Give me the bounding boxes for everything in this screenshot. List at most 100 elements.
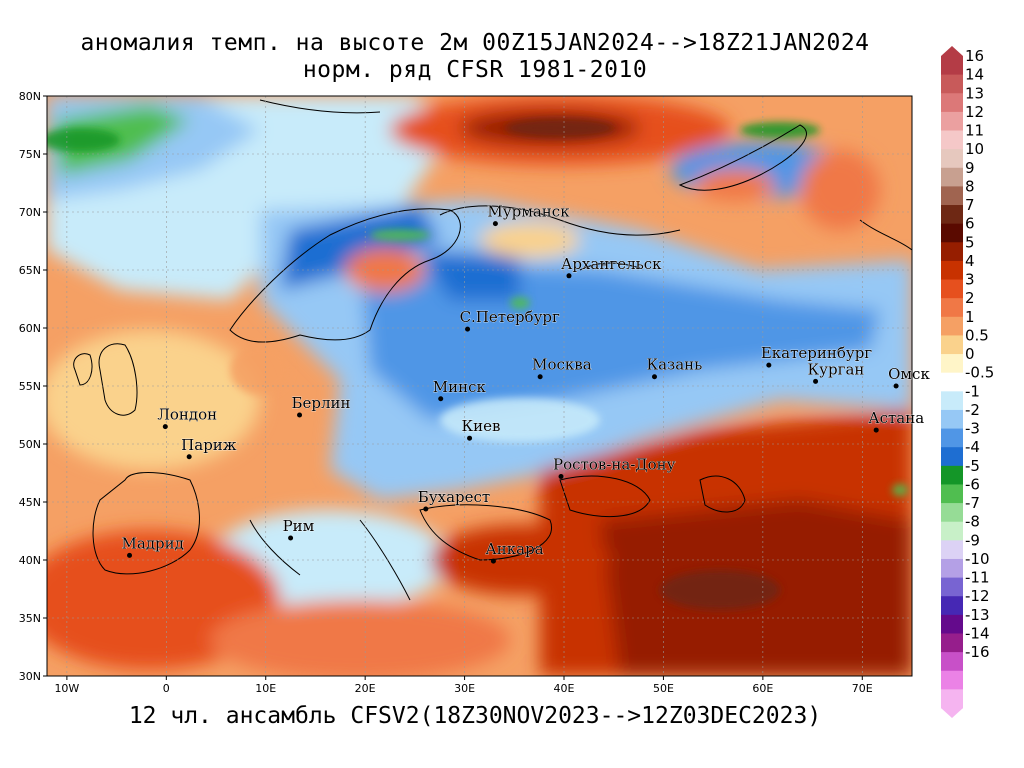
graticule [47,96,912,676]
city-label: Екатеринбург [761,344,872,362]
lon-tick-label: 30E [454,682,475,695]
colorbar-label: -2 [965,401,980,419]
colorbar-top-arrow [941,46,963,56]
colorbar-swatch [941,242,963,262]
colorbar-swatch [941,111,963,132]
colorbar-label: -9 [965,531,980,549]
city-label: С.Петербург [460,308,560,326]
colorbar-label: -11 [965,569,990,587]
colorbar-swatch [941,186,963,206]
colorbar-swatch [941,74,963,94]
colorbar-swatch [941,130,963,150]
colorbar-label: 0.5 [965,326,989,344]
colorbar: 1614131211109876543210.50-0.5-1-2-3-4-5-… [941,46,994,718]
colorbar-swatch [941,652,963,672]
colorbar-swatch [941,428,963,448]
colorbar-label: -14 [965,624,990,642]
colorbar-swatch [941,614,963,634]
lat-tick-label: 60N [19,322,41,335]
anomaly-field [47,96,912,676]
colorbar-swatch [941,223,963,243]
lon-tick-label: 70E [852,682,873,695]
city-label: Москва [532,356,592,374]
colorbar-swatch [941,577,963,597]
lon-tick-label: 50E [653,682,674,695]
lon-tick-label: 20E [355,682,376,695]
city-dot [566,273,572,279]
city-dot [162,424,168,430]
map-subtitle-normals: норм. ряд CFSR 1981-2010 [302,57,648,83]
map-title: аномалия темп. на высоте 2м 00Z15JAN2024… [80,30,870,56]
city-dot [766,362,772,368]
colorbar-label: 13 [965,84,984,102]
longitude-axis: 10W 0 10E 20E 30E 40E 50E 60E 70E [54,676,873,695]
city-dot [288,535,294,541]
colorbar-label: -10 [965,550,990,568]
city-dot [537,374,543,380]
city-label: Архангельск [561,255,662,273]
city-label: Киев [462,417,501,435]
city-label: Анкара [485,540,543,558]
colorbar-swatch [941,167,963,187]
lon-tick-label: 10E [255,682,276,695]
colorbar-label: 4 [965,252,975,270]
city-label: Омск [888,365,930,383]
colorbar-swatch [941,93,963,113]
lat-tick-label: 75N [19,148,41,161]
lat-tick-label: 35N [19,612,41,625]
colorbar-label: 2 [965,289,975,307]
colorbar-label: 9 [965,159,975,177]
city-markers: Мурманск Архангельск С.Петербург Москва Каза… [121,202,931,564]
colorbar-label: 11 [965,122,984,140]
city-label: Мадрид [122,534,184,552]
colorbar-bottom-arrow [941,708,963,718]
lon-tick-label: 40E [554,682,575,695]
coastlines [73,99,912,601]
colorbar-label: 10 [965,140,984,158]
colorbar-label: 5 [965,233,975,251]
ensemble-caption: 12 чл. ансамбль CFSV2(18Z30NOV2023-->12Z… [128,703,822,729]
colorbar-label: -8 [965,513,980,531]
colorbar-swatch [941,465,963,485]
colorbar-swatch [941,447,963,467]
city-label: Рим [283,517,315,535]
city-dot [873,427,879,433]
colorbar-swatch [941,205,963,225]
colorbar-swatch [941,149,963,169]
lat-tick-label: 70N [19,206,41,219]
colorbar-label: 1 [965,308,975,326]
city-dot [467,435,473,441]
colorbar-label: 14 [965,66,984,84]
city-label: Лондон [157,406,217,424]
colorbar-swatch [941,298,963,318]
city-dot [492,221,498,227]
lon-tick-label: 60E [752,682,773,695]
city-dot [127,552,133,558]
colorbar-label: -7 [965,494,980,512]
lat-tick-label: 55N [19,380,41,393]
city-label: Минск [433,378,487,396]
colorbar-label: 0 [965,345,975,363]
lat-tick-label: 50N [19,438,41,451]
lat-tick-label: 65N [19,264,41,277]
colorbar-swatch [941,558,963,579]
colorbar-label: -16 [965,643,990,661]
colorbar-label: -0.5 [965,364,994,382]
city-label: Париж [181,436,237,454]
colorbar-swatch [941,484,963,504]
colorbar-label: -6 [965,475,980,493]
colorbar-swatch [941,633,963,653]
lat-tick-label: 45N [19,496,41,509]
city-dot [813,378,819,384]
colorbar-label: -12 [965,587,990,605]
city-dot [465,326,471,332]
colorbar-swatch [941,540,963,560]
city-dot [186,454,192,460]
colorbar-label: -4 [965,438,980,456]
colorbar-label: -1 [965,382,980,400]
colorbar-swatch [941,335,963,355]
lon-tick-label: 0 [163,682,170,695]
colorbar-label: 8 [965,177,975,195]
city-label: Курган [808,360,865,378]
colorbar-swatch [941,503,963,523]
